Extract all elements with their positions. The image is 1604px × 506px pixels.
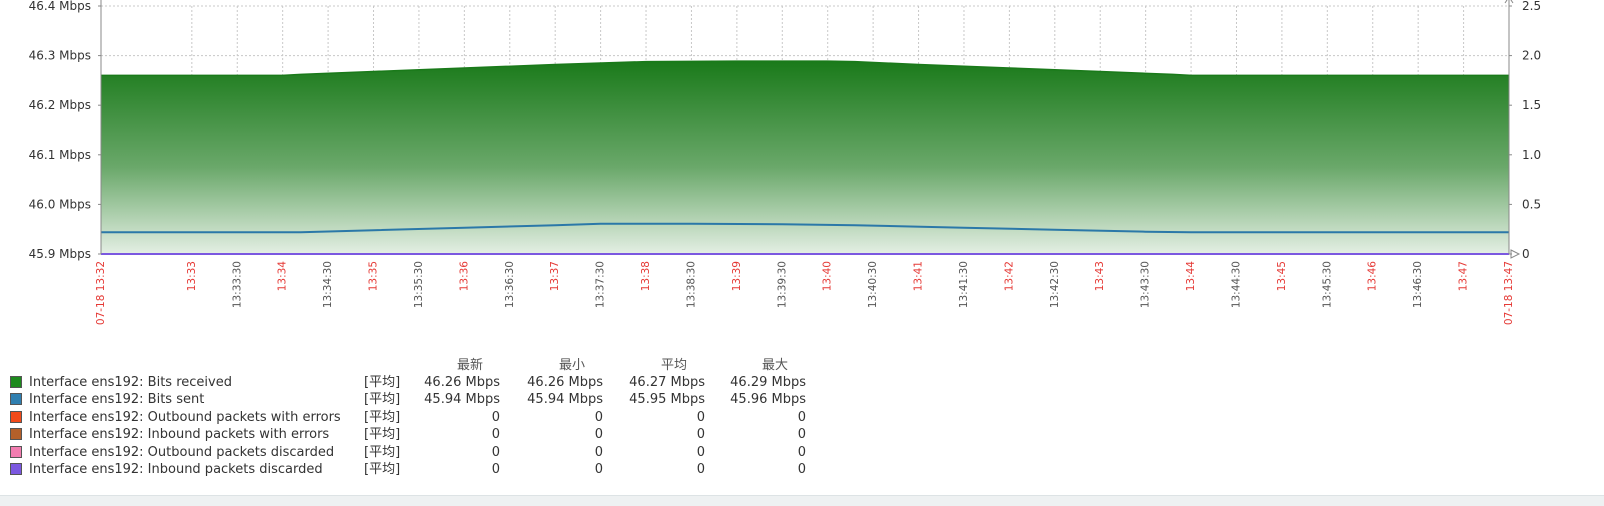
x-tick-label: 13:46: [1367, 261, 1379, 292]
y-tick-label-left: 46.3 Mbps: [29, 49, 91, 63]
x-tick-label: 13:40:30: [867, 261, 879, 308]
x-tick-label: 13:37: [549, 261, 561, 291]
y-tick-label-left: 46.0 Mbps: [29, 197, 91, 211]
legend-value-avg: 0: [696, 444, 705, 460]
x-tick-label: 07-18 13:32: [95, 261, 107, 325]
legend-value-avg: 45.95 Mbps: [629, 392, 705, 408]
y-tick-label-left: 45.9 Mbps: [29, 247, 91, 261]
x-tick-label: 13:38: [640, 261, 652, 291]
legend-value-max: 0: [797, 461, 806, 477]
legend-function: [平均]: [364, 375, 401, 390]
x-tick-label: 13:39: [731, 261, 743, 291]
x-tick-label: 13:38:30: [685, 261, 697, 308]
legend-series-name: Interface ens192: Outbound packets with …: [29, 409, 341, 425]
x-tick-label: 13:39:30: [776, 261, 788, 308]
legend-value-last: 0: [491, 427, 500, 443]
x-tick-label: 13:41:30: [958, 261, 970, 308]
legend-color-swatch: [10, 376, 22, 388]
legend-value-max: 0: [797, 444, 806, 460]
x-axis-arrow-icon: [1510, 249, 1521, 259]
legend-value-min: 0: [594, 409, 603, 425]
legend-value-avg: 46.27 Mbps: [629, 375, 705, 390]
y-tick-label-right: 2.5: [1522, 0, 1541, 13]
legend-series-name: Interface ens192: Bits received: [29, 375, 232, 390]
x-tick-label: 13:42:30: [1049, 261, 1061, 308]
legend-value-min: 0: [594, 444, 603, 460]
legend-color-swatch: [10, 410, 22, 423]
series-line-bits-received: [101, 60, 1509, 77]
legend-function: [平均]: [364, 444, 401, 460]
legend-color-swatch: [10, 428, 22, 441]
y-tick-label-right: 1.0: [1522, 148, 1541, 162]
x-tick-label: 13:40: [822, 261, 834, 291]
x-tick-label: 13:42: [1003, 261, 1015, 291]
y-tick-label-left: 46.4 Mbps: [29, 0, 91, 13]
legend-function: [平均]: [364, 427, 401, 443]
legend-value-max: 0: [797, 409, 806, 425]
x-tick-label: 13:36:30: [504, 261, 516, 308]
x-tick-label: 13:47: [1458, 261, 1470, 291]
x-tick-label: 13:33:30: [231, 261, 243, 308]
legend-value-avg: 0: [696, 409, 705, 425]
legend-header-avg: 平均: [660, 358, 687, 373]
legend-function: [平均]: [364, 409, 401, 425]
x-tick-label: 13:35:30: [413, 261, 425, 308]
x-tick-label: 13:34: [277, 261, 289, 292]
x-tick-label: 13:43:30: [1140, 261, 1152, 308]
x-tick-label: 13:45: [1276, 261, 1288, 291]
x-tick-label: 13:37:30: [595, 261, 607, 308]
footer-bar: [0, 495, 1604, 506]
legend-header-max: 最大: [761, 358, 788, 373]
legend-value-min: 46.26 Mbps: [527, 375, 603, 390]
legend-color-swatch: [10, 445, 22, 458]
legend-function: [平均]: [364, 461, 401, 477]
y-tick-label-right: 1.5: [1522, 98, 1541, 112]
y-tick-label-right: 2.0: [1522, 49, 1541, 63]
legend-function: [平均]: [364, 392, 401, 408]
x-tick-label: 13:33: [186, 261, 198, 291]
legend-value-max: 45.96 Mbps: [730, 392, 806, 408]
chart-area: 46.4 Mbps 46.3 Mbps 46.2 Mbps 46.1 Mbps 46.0…: [29, 0, 1541, 325]
x-tick-label: 13:34:30: [322, 261, 334, 308]
legend-series-name: Interface ens192: Bits sent: [29, 392, 205, 408]
legend-value-min: 0: [594, 461, 603, 477]
legend-color-swatch: [10, 462, 22, 475]
y-tick-label-left: 46.2 Mbps: [29, 98, 91, 112]
x-tick-label: 13:44:30: [1230, 261, 1242, 308]
x-tick-label: 13:43: [1094, 261, 1106, 291]
legend-value-max: 0: [797, 427, 806, 443]
y-tick-label-right: 0.5: [1522, 197, 1541, 211]
y-tick-label-right: 0: [1522, 247, 1530, 261]
x-tick-label: 13:45:30: [1321, 261, 1333, 308]
legend-value-avg: 0: [696, 461, 705, 477]
legend-value-last: 45.94 Mbps: [424, 392, 500, 408]
x-tick-label: 13:44: [1185, 261, 1197, 292]
legend-value-min: 45.94 Mbps: [527, 392, 603, 408]
x-tick-label: 13:35: [368, 261, 380, 291]
legend-value-last: 0: [491, 444, 500, 460]
series-area-bits-received: [101, 61, 1509, 254]
legend-value-last: 46.26 Mbps: [424, 375, 500, 390]
legend-value-min: 0: [594, 427, 603, 443]
legend-header-last: 最新: [456, 358, 483, 373]
legend-series-name: Interface ens192: Outbound packets disca…: [29, 444, 335, 460]
legend-color-swatch: [10, 393, 22, 406]
y-axis-arrow-icon: [1504, 0, 1514, 4]
legend-value-avg: 0: [696, 427, 705, 443]
x-tick-label: 13:36: [458, 261, 470, 292]
legend-value-last: 0: [491, 409, 500, 425]
series-line-bits-sent: [101, 222, 1509, 234]
legend-value-last: 0: [491, 461, 500, 477]
legend-series-name: Interface ens192: Inbound packets with e…: [29, 427, 330, 443]
legend-series-name: Interface ens192: Inbound packets discar…: [29, 461, 323, 477]
legend-header-min: 最小: [558, 358, 585, 373]
x-tick-label: 13:41: [913, 261, 925, 291]
legend-value-max: 46.29 Mbps: [730, 375, 806, 390]
x-tick-label: 07-18 13:47: [1503, 261, 1515, 325]
x-tick-label: 13:46:30: [1412, 261, 1424, 308]
y-tick-label-left: 46.1 Mbps: [29, 148, 91, 162]
